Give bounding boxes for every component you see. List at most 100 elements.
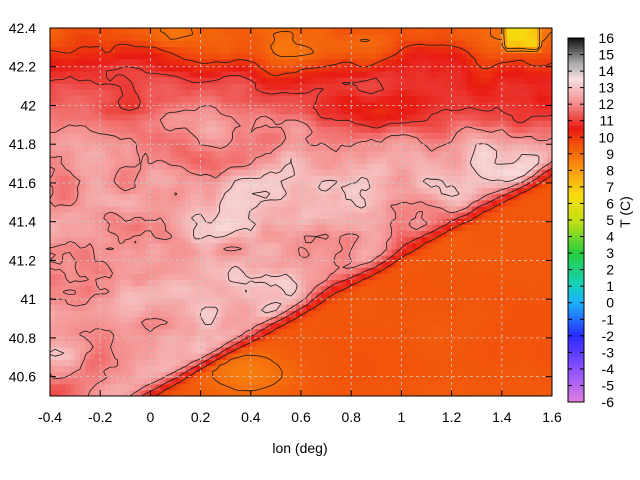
heatmap-cell bbox=[265, 205, 272, 213]
heatmap-cell bbox=[436, 230, 443, 238]
heatmap-cell bbox=[411, 156, 418, 164]
heatmap-cell bbox=[321, 316, 327, 323]
heatmap-cell bbox=[481, 101, 488, 109]
heatmap-cell bbox=[210, 101, 217, 109]
heatmap-cell bbox=[306, 156, 312, 164]
heatmap-cell bbox=[421, 273, 428, 281]
heatmap-cell bbox=[376, 371, 382, 379]
heatmap-cell bbox=[235, 101, 242, 109]
heatmap-cell bbox=[451, 371, 458, 379]
heatmap-cell bbox=[346, 377, 352, 385]
heatmap-cell bbox=[115, 267, 121, 274]
heatmap-cell bbox=[265, 328, 272, 336]
heatmap-cell bbox=[265, 383, 272, 391]
heatmap-cell bbox=[155, 346, 162, 354]
heatmap-cell bbox=[70, 334, 76, 342]
heatmap-cell bbox=[461, 340, 468, 348]
heatmap-cell bbox=[205, 261, 212, 268]
heatmap-cell bbox=[180, 267, 187, 274]
heatmap-cell bbox=[396, 377, 402, 385]
heatmap-cell bbox=[526, 261, 533, 268]
heatmap-cell bbox=[506, 156, 513, 164]
heatmap-cell bbox=[55, 248, 61, 256]
heatmap-cell bbox=[401, 212, 408, 219]
heatmap-cell bbox=[250, 138, 257, 146]
heatmap-cell bbox=[95, 212, 101, 219]
heatmap-cell bbox=[301, 316, 307, 323]
heatmap-cell bbox=[441, 340, 448, 348]
heatmap-cell bbox=[311, 297, 317, 305]
heatmap-cell bbox=[366, 340, 372, 348]
heatmap-cell bbox=[391, 254, 397, 262]
heatmap-cell bbox=[421, 224, 428, 231]
heatmap-cell bbox=[145, 291, 151, 299]
heatmap-cell bbox=[175, 132, 182, 139]
heatmap-cell bbox=[516, 248, 523, 256]
heatmap-cell bbox=[316, 169, 322, 176]
heatmap-cell bbox=[210, 248, 217, 256]
heatmap-cell bbox=[486, 328, 493, 336]
heatmap-cell bbox=[406, 156, 413, 164]
heatmap-cell bbox=[105, 132, 111, 139]
heatmap-cell bbox=[80, 340, 86, 348]
heatmap-cell bbox=[240, 224, 247, 231]
heatmap-cell bbox=[60, 199, 66, 207]
heatmap-cell bbox=[210, 175, 217, 182]
heatmap-cell bbox=[260, 291, 267, 299]
heatmap-cell bbox=[301, 95, 307, 103]
heatmap-cell bbox=[190, 107, 197, 115]
heatmap-cell bbox=[150, 212, 157, 219]
heatmap-cell bbox=[205, 224, 212, 231]
heatmap-cell bbox=[140, 359, 146, 366]
heatmap-cell bbox=[140, 285, 146, 293]
heatmap-cell bbox=[150, 353, 157, 360]
heatmap-cell bbox=[461, 113, 468, 121]
heatmap-cell bbox=[461, 230, 468, 238]
heatmap-cell bbox=[476, 304, 483, 311]
heatmap-cell bbox=[105, 359, 111, 366]
heatmap-cell bbox=[120, 175, 126, 182]
heatmap-cell bbox=[80, 261, 86, 268]
heatmap-cell bbox=[165, 224, 172, 231]
heatmap-cell bbox=[406, 316, 413, 323]
heatmap-cell bbox=[506, 175, 513, 182]
heatmap-cell bbox=[195, 242, 202, 250]
heatmap-cell bbox=[391, 169, 397, 176]
heatmap-cell bbox=[336, 156, 342, 164]
heatmap-cell bbox=[65, 297, 71, 305]
heatmap-cell bbox=[371, 120, 377, 127]
heatmap-cell bbox=[331, 242, 337, 250]
heatmap-cell bbox=[401, 248, 408, 256]
heatmap-cell bbox=[220, 89, 227, 97]
heatmap-cell bbox=[321, 101, 327, 109]
heatmap-cell bbox=[496, 334, 503, 342]
heatmap-cell bbox=[95, 144, 101, 152]
heatmap-cell bbox=[311, 261, 317, 268]
heatmap-cell bbox=[351, 181, 357, 189]
heatmap-cell bbox=[105, 383, 111, 391]
heatmap-cell bbox=[200, 316, 207, 323]
heatmap-cell bbox=[270, 304, 277, 311]
heatmap-cell bbox=[170, 101, 177, 109]
heatmap-cell bbox=[90, 162, 96, 170]
heatmap-cell bbox=[190, 212, 197, 219]
heatmap-cell bbox=[366, 353, 372, 360]
heatmap-cell bbox=[240, 242, 247, 250]
heatmap-cell bbox=[250, 224, 257, 231]
heatmap-cell bbox=[491, 242, 498, 250]
heatmap-cell bbox=[195, 340, 202, 348]
heatmap-cell bbox=[496, 310, 503, 317]
heatmap-cell bbox=[526, 334, 533, 342]
heatmap-cell bbox=[145, 205, 151, 213]
heatmap-cell bbox=[205, 236, 212, 244]
heatmap-cell bbox=[496, 156, 503, 164]
heatmap-cell bbox=[341, 322, 347, 330]
heatmap-cell bbox=[311, 150, 317, 158]
heatmap-cell bbox=[260, 156, 267, 164]
heatmap-cell bbox=[416, 95, 423, 103]
heatmap-cell bbox=[135, 144, 141, 152]
heatmap-cell bbox=[220, 310, 227, 317]
heatmap-cell bbox=[165, 107, 172, 115]
heatmap-cell bbox=[406, 224, 413, 231]
heatmap-cell bbox=[386, 297, 392, 305]
